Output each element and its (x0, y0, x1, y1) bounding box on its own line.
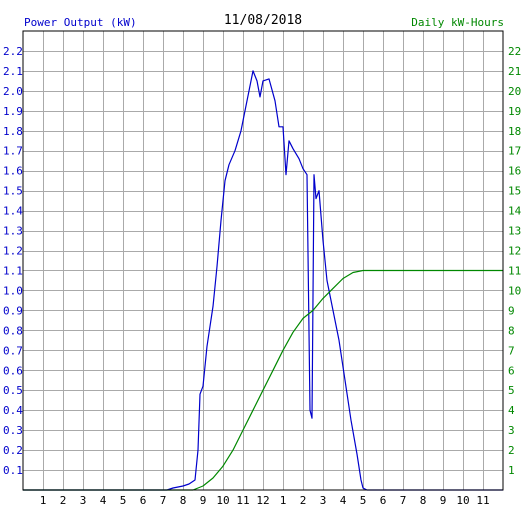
right-tick-label: 3 (508, 424, 515, 437)
right-tick-label: 12 (508, 245, 521, 258)
right-tick-label: 14 (508, 205, 522, 218)
right-tick-label: 5 (508, 384, 515, 397)
x-axis-labels: 1 2 3 4 5 6 7 8 9 10 11 12 1 2 3 4 5 6 7 8 9 10 11 (40, 494, 490, 507)
x-tick-label: 2 (300, 494, 307, 507)
right-tick-label: 10 (508, 284, 521, 297)
x-tick-label: 11 (476, 494, 489, 507)
daily-kwh-line (23, 269, 503, 491)
left-tick-label: 0.3 (3, 424, 23, 437)
x-tick-label: 11 (236, 494, 249, 507)
right-axis-title: Daily kW-Hours (411, 16, 504, 29)
right-tick-label: 17 (508, 145, 521, 158)
left-tick-label: 0.9 (3, 304, 23, 317)
left-tick-label: 1.3 (3, 225, 23, 238)
left-tick-label: 0.8 (3, 324, 23, 337)
right-tick-label: 15 (508, 185, 521, 198)
x-tick-label: 1 (280, 494, 287, 507)
left-tick-label: 1.5 (3, 185, 23, 198)
plot-frame (22, 30, 504, 491)
left-tick-label: 2.0 (3, 85, 23, 98)
series-lines (23, 70, 503, 491)
x-tick-label: 9 (200, 494, 207, 507)
right-tick-label: 21 (508, 65, 521, 78)
left-tick-label: 1.2 (3, 245, 23, 258)
left-tick-label: 1.4 (3, 205, 23, 218)
right-tick-label: 22 (508, 45, 521, 58)
left-tick-label: 0.7 (3, 344, 23, 357)
right-tick-label: 8 (508, 324, 515, 337)
x-tick-label: 8 (180, 494, 187, 507)
x-tick-label: 3 (80, 494, 87, 507)
x-tick-label: 1 (40, 494, 47, 507)
left-tick-label: 1.6 (3, 165, 23, 178)
left-tick-label: 2.2 (3, 45, 23, 58)
left-tick-label: 1.1 (3, 264, 23, 277)
x-tick-label: 12 (256, 494, 269, 507)
x-tick-label: 7 (160, 494, 167, 507)
right-tick-label: 11 (508, 264, 521, 277)
left-tick-label: 0.4 (3, 404, 23, 417)
left-tick-label: 2.1 (3, 65, 23, 78)
x-tick-label: 8 (420, 494, 427, 507)
power-output-line (23, 70, 503, 491)
right-tick-label: 13 (508, 225, 521, 238)
right-tick-label: 20 (508, 85, 521, 98)
left-tick-label: 0.1 (3, 464, 23, 477)
right-tick-label: 2 (508, 444, 515, 457)
left-tick-label: 1.7 (3, 145, 23, 158)
left-axis-labels: 0.1 0.2 0.3 0.4 0.5 0.6 0.7 0.8 0.9 1.0 1.1 1.2 1.3 1… (3, 45, 23, 477)
left-tick-label: 1.8 (3, 125, 23, 138)
x-tick-label: 10 (456, 494, 469, 507)
x-tick-label: 4 (340, 494, 347, 507)
x-tick-label: 2 (60, 494, 67, 507)
x-tick-label: 4 (100, 494, 107, 507)
right-tick-label: 19 (508, 105, 521, 118)
x-tick-label: 5 (120, 494, 127, 507)
x-tick-label: 7 (400, 494, 407, 507)
x-tick-label: 10 (216, 494, 229, 507)
right-tick-label: 7 (508, 344, 515, 357)
right-tick-label: 18 (508, 125, 521, 138)
left-tick-label: 1.9 (3, 105, 23, 118)
left-axis-title: Power Output (kW) (24, 16, 137, 29)
x-tick-label: 6 (140, 494, 147, 507)
right-tick-label: 6 (508, 364, 515, 377)
x-tick-label: 5 (360, 494, 367, 507)
x-tick-label: 3 (320, 494, 327, 507)
grid (23, 31, 503, 490)
x-tick-label: 9 (440, 494, 447, 507)
right-tick-label: 1 (508, 464, 515, 477)
left-tick-label: 0.2 (3, 444, 23, 457)
chart-title: 11/08/2018 (224, 13, 302, 28)
right-tick-label: 9 (508, 304, 515, 317)
left-tick-label: 0.5 (3, 384, 23, 397)
right-tick-label: 4 (508, 404, 515, 417)
left-tick-label: 0.6 (3, 364, 23, 377)
x-tick-label: 6 (380, 494, 387, 507)
left-tick-label: 1.0 (3, 284, 23, 297)
right-tick-label: 16 (508, 165, 521, 178)
